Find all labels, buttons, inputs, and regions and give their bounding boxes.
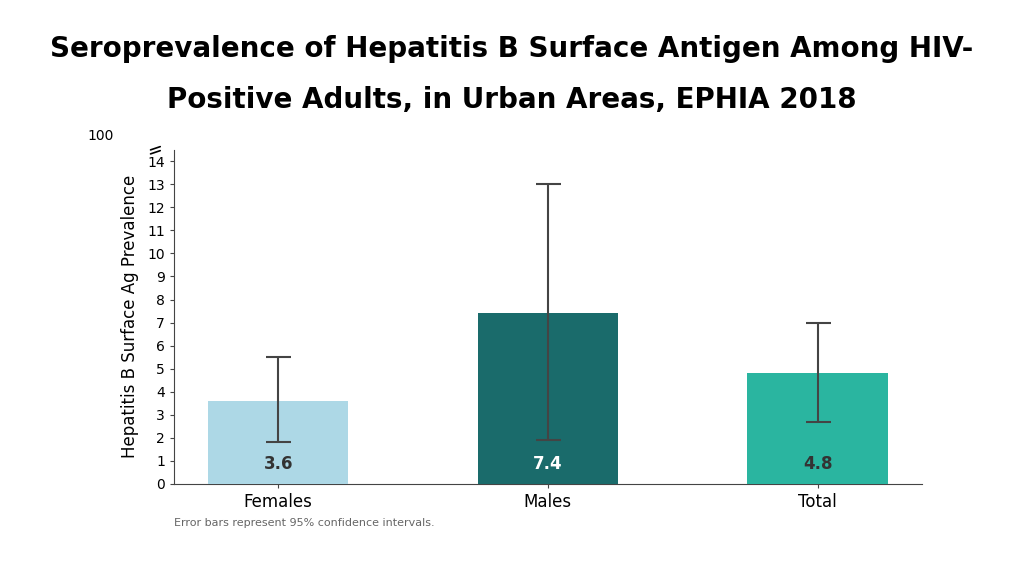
Bar: [208, 401, 348, 484]
Text: Seroprevalence of Hepatitis B Surface Antigen Among HIV-: Seroprevalence of Hepatitis B Surface An…: [50, 35, 974, 63]
Text: 3.6: 3.6: [263, 456, 293, 473]
Text: 4.8: 4.8: [803, 456, 833, 473]
Text: Error bars represent 95% confidence intervals.: Error bars represent 95% confidence inte…: [174, 518, 435, 528]
Text: Positive Adults, in Urban Areas, EPHIA 2018: Positive Adults, in Urban Areas, EPHIA 2…: [167, 86, 857, 115]
Y-axis label: Hepatitis B Surface Ag Prevalence: Hepatitis B Surface Ag Prevalence: [121, 175, 139, 458]
Text: 100: 100: [88, 129, 115, 143]
Bar: [748, 373, 888, 484]
Bar: [478, 313, 617, 484]
Text: 7.4: 7.4: [534, 456, 562, 473]
